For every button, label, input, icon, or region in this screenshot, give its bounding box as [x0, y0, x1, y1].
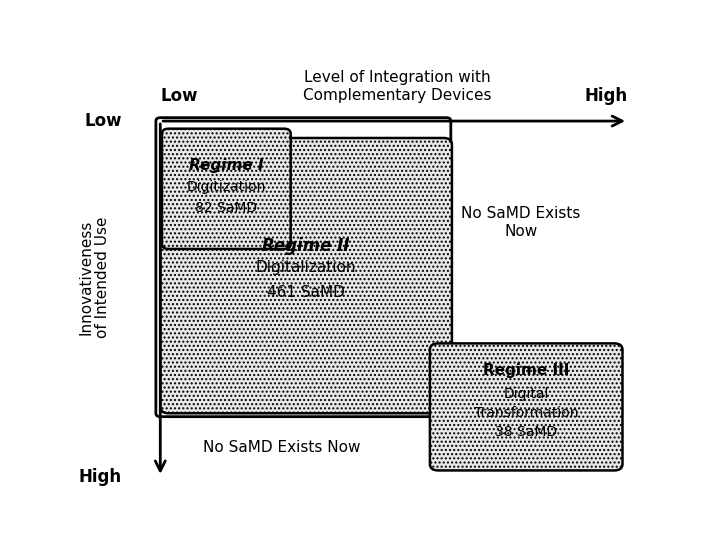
Text: Digitization: Digitization: [187, 180, 266, 194]
Text: 461 SaMD: 461 SaMD: [267, 285, 345, 300]
Text: Innovativeness
of Intended Use: Innovativeness of Intended Use: [78, 217, 111, 338]
Text: Digital: Digital: [503, 387, 549, 401]
Text: Transformation: Transformation: [474, 406, 579, 420]
Text: Low: Low: [160, 87, 198, 104]
Text: No SaMD Exists Now: No SaMD Exists Now: [202, 439, 360, 455]
Text: Regime I: Regime I: [189, 158, 263, 173]
FancyBboxPatch shape: [430, 343, 623, 470]
Text: Low: Low: [84, 112, 122, 130]
Text: Level of Integration with
Complementary Devices: Level of Integration with Complementary …: [302, 70, 491, 103]
Text: 38 SaMD: 38 SaMD: [495, 425, 557, 439]
Text: Digitalization: Digitalization: [256, 260, 356, 274]
FancyBboxPatch shape: [162, 129, 290, 249]
Text: 82 SaMD: 82 SaMD: [195, 201, 258, 215]
FancyBboxPatch shape: [160, 138, 452, 413]
Text: High: High: [585, 87, 628, 104]
Text: Regime II: Regime II: [263, 237, 350, 255]
Text: High: High: [79, 468, 122, 486]
Text: Regime III: Regime III: [483, 364, 569, 378]
Text: No SaMD Exists
Now: No SaMD Exists Now: [461, 206, 580, 239]
